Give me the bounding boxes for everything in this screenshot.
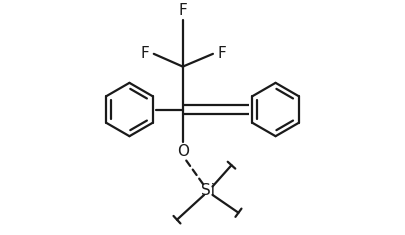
Text: Si: Si: [201, 183, 215, 198]
Text: F: F: [218, 46, 226, 61]
Text: O: O: [177, 144, 189, 159]
Text: F: F: [140, 46, 149, 61]
Text: F: F: [179, 4, 187, 18]
